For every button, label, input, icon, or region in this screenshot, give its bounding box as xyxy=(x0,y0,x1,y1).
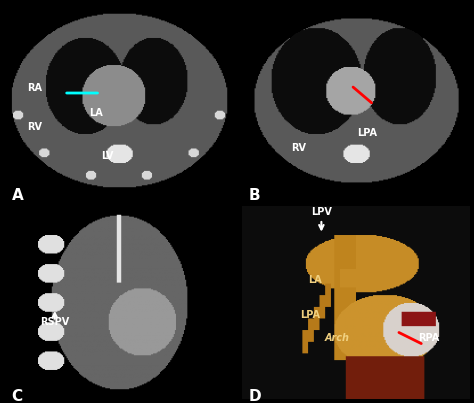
Text: RSPV: RSPV xyxy=(40,318,69,328)
Text: RA: RA xyxy=(27,83,42,93)
Text: RV: RV xyxy=(27,122,42,132)
Text: D: D xyxy=(248,389,261,403)
Text: LA: LA xyxy=(89,108,103,118)
Text: A: A xyxy=(11,188,23,203)
Text: B: B xyxy=(248,188,260,203)
Text: C: C xyxy=(11,389,23,403)
Text: LPA: LPA xyxy=(300,310,320,320)
Text: LPA: LPA xyxy=(357,128,377,137)
Text: LPV: LPV xyxy=(311,207,332,217)
Text: RV: RV xyxy=(291,143,306,153)
Text: LV: LV xyxy=(101,151,113,161)
Text: LA: LA xyxy=(308,275,321,285)
Text: Arch: Arch xyxy=(325,333,350,343)
Text: RPA: RPA xyxy=(418,333,439,343)
